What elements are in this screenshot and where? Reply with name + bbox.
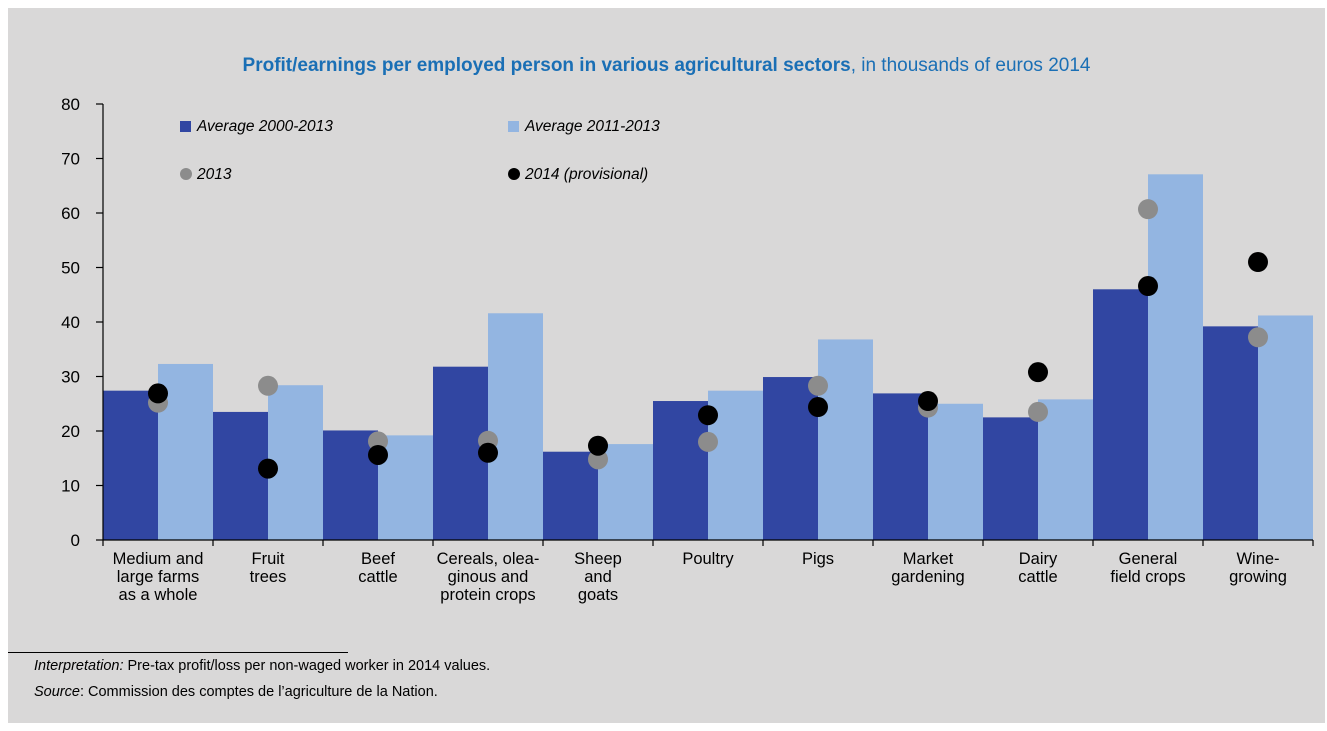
y-tick-label: 0: [71, 531, 80, 550]
y-tick-label: 50: [61, 259, 80, 278]
point-2014: [698, 405, 718, 426]
point-2014: [1028, 362, 1048, 383]
legend-swatch-bar: [508, 121, 519, 132]
source-text: : Commission des comptes de l’agricultur…: [79, 684, 438, 700]
point-2014: [368, 444, 388, 465]
y-tick-label: 80: [61, 95, 80, 114]
legend-label: 2013: [196, 166, 232, 183]
chart-title-rest: , in thousands of euros 2014: [850, 55, 1091, 76]
bar-avg-2011-2013: [268, 385, 323, 540]
y-tick-label: 40: [61, 313, 80, 332]
point-2014: [1138, 276, 1158, 297]
x-category-label: Sheep and goats: [574, 550, 622, 604]
y-tick-label: 70: [61, 150, 80, 169]
point-2013: [1028, 401, 1048, 422]
x-category-label: Dairy cattle: [1018, 550, 1058, 586]
footnote-rule: [8, 652, 348, 653]
x-category-label: Poultry: [682, 550, 734, 568]
source-label: Source: [34, 684, 80, 700]
bar-avg-2000-2013: [1093, 289, 1148, 540]
point-2013: [258, 375, 278, 396]
chart-title: Profit/earnings per employed person in v…: [8, 55, 1325, 77]
point-2014: [918, 391, 938, 412]
x-category-label: Market gardening: [891, 550, 964, 586]
bar-avg-2011-2013: [928, 403, 983, 540]
interpretation-note: Interpretation: Pre-tax profit/loss per …: [34, 658, 490, 674]
bar-avg-2011-2013: [1258, 315, 1313, 540]
source-note: Source: Commission des comptes de l’agri…: [34, 684, 438, 700]
legend-label: Average 2000-2013: [196, 118, 333, 135]
x-category-label: Cereals, olea-ginous and protein crops: [437, 550, 540, 604]
chart-panel: Profit/earnings per employed person in v…: [8, 8, 1325, 723]
y-tick-label: 60: [61, 204, 80, 223]
y-tick-label: 30: [61, 368, 80, 387]
x-category-label: Fruit trees: [250, 550, 287, 586]
chart-title-bold: Profit/earnings per employed person in v…: [242, 55, 851, 76]
bar-avg-2000-2013: [983, 417, 1038, 540]
bar-avg-2011-2013: [1148, 174, 1203, 540]
bar-avg-2000-2013: [653, 401, 708, 540]
x-category-label: Pigs: [802, 550, 834, 568]
point-2014: [148, 383, 168, 404]
bar-avg-2000-2013: [323, 430, 378, 540]
legend-swatch-dot: [508, 168, 520, 180]
bar-avg-2000-2013: [1203, 326, 1258, 540]
point-2013: [1138, 199, 1158, 220]
legend-label: Average 2011-2013: [524, 118, 660, 135]
point-2014: [258, 458, 278, 479]
bar-avg-2011-2013: [1038, 399, 1093, 540]
bar-avg-2011-2013: [818, 339, 873, 540]
point-2014: [478, 442, 498, 463]
point-2014: [808, 397, 828, 418]
bar-avg-2000-2013: [103, 390, 158, 540]
point-2013: [1248, 327, 1268, 348]
bar-avg-2011-2013: [488, 313, 543, 540]
bar-avg-2000-2013: [873, 393, 928, 540]
y-tick-label: 10: [61, 477, 80, 496]
bar-avg-2000-2013: [543, 451, 598, 540]
x-category-label: Wine-growing: [1229, 550, 1287, 586]
point-2014: [588, 435, 608, 456]
legend-swatch-bar: [180, 121, 191, 132]
point-2014: [1248, 252, 1268, 273]
x-category-label: Medium and large farms as a whole: [113, 550, 204, 604]
interpretation-label: Interpretation:: [34, 658, 124, 674]
point-2013: [698, 431, 718, 452]
y-tick-label: 20: [61, 422, 80, 441]
bar-avg-2000-2013: [213, 411, 268, 540]
chart-svg: 0 10 20 30 40 50 60 70 80 Medium and large farms as…: [61, 95, 1314, 604]
legend-label: 2014 (provisional): [524, 166, 648, 183]
point-2013: [808, 375, 828, 396]
legend-swatch-dot: [180, 168, 192, 180]
x-category-label: Beef cattle: [358, 550, 397, 586]
interpretation-text: Pre-tax profit/loss per non-waged worker…: [123, 658, 491, 674]
x-category-label: General field crops: [1110, 550, 1185, 586]
